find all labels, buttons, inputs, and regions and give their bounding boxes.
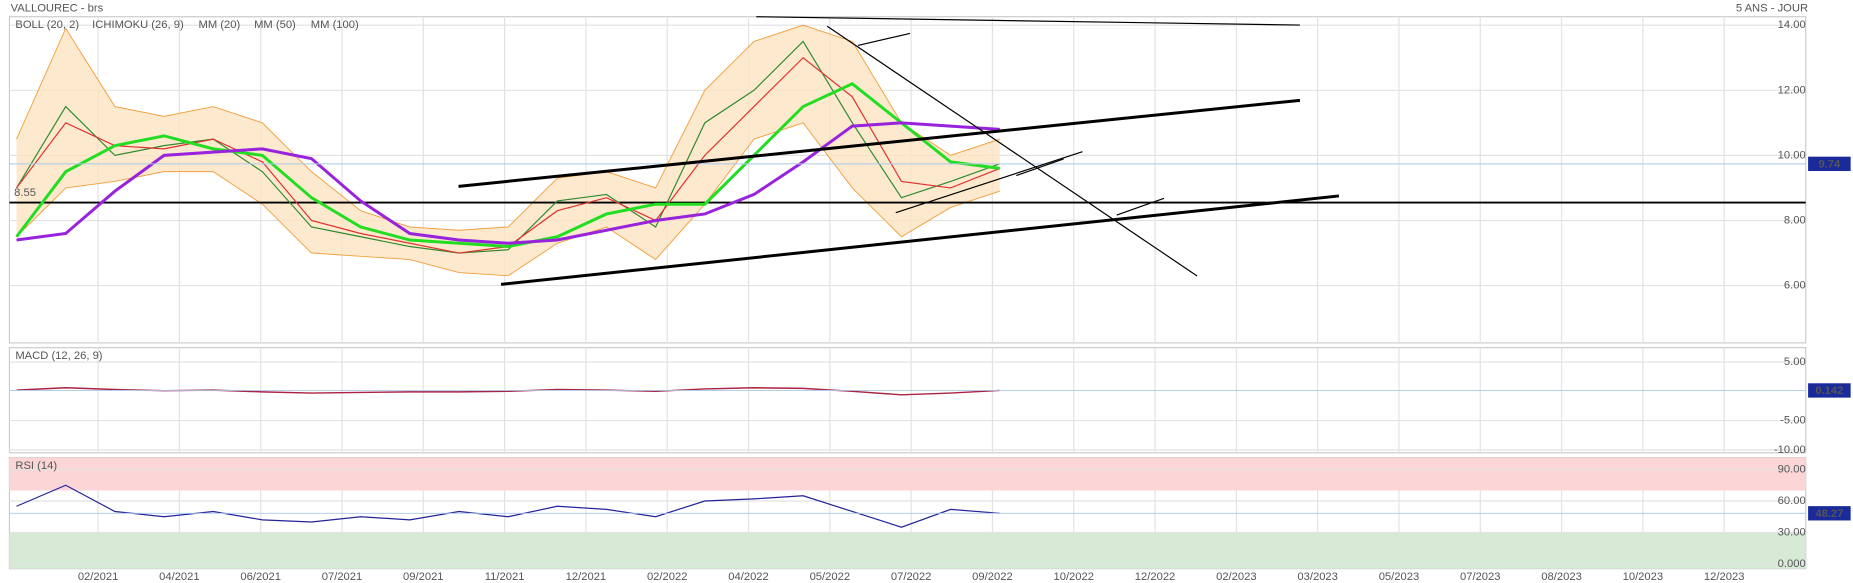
y-tick-label: -5.00 <box>1780 415 1806 427</box>
y-tick-label: 10.00 <box>1778 149 1806 161</box>
legend-item: MM (100) <box>311 19 359 31</box>
price-frame <box>8 16 1807 344</box>
x-tick-label: 12/2021 <box>566 571 607 583</box>
y-tick-label: 90.00 <box>1778 463 1806 475</box>
y-tick-label: 14.00 <box>1778 19 1806 31</box>
legend-item: ICHIMOKU (26, 9) <box>92 19 184 31</box>
price-line <box>16 40 1000 254</box>
x-tick-label: 07/2021 <box>322 571 363 583</box>
boll-upper <box>16 24 1000 231</box>
legend-item: MM (20) <box>199 19 241 31</box>
panel-title: MACD (12, 26, 9) <box>15 350 102 362</box>
x-tick-label: 09/2022 <box>972 571 1013 583</box>
last-value-label: 48.27 <box>1815 508 1843 520</box>
x-tick-label: 09/2021 <box>403 571 444 583</box>
x-tick-label: 06/2021 <box>240 571 281 583</box>
zone <box>9 532 1806 569</box>
last-value-label: 9.74 <box>1818 158 1841 170</box>
boll-lower <box>16 122 1000 277</box>
series-line <box>15 82 1000 249</box>
series-line <box>16 484 1000 528</box>
y-tick-label: 60.00 <box>1778 495 1806 507</box>
x-tick-label: 10/2022 <box>1053 571 1094 583</box>
legend-item: MM (50) <box>254 19 296 31</box>
y-tick-label: 12.00 <box>1778 84 1806 96</box>
x-tick-label: 05/2022 <box>810 571 851 583</box>
x-tick-label: 03/2023 <box>1297 571 1338 583</box>
series-line <box>16 121 1000 245</box>
x-tick-label: 12/2022 <box>1135 571 1176 583</box>
trend-lines <box>458 16 1340 286</box>
x-tick-label: 04/2021 <box>159 571 200 583</box>
chart-title: VALLOUREC - brs <box>11 2 104 14</box>
last-value-label: 0.142 <box>1815 385 1843 397</box>
y-tick-label: 30.00 <box>1778 526 1806 538</box>
x-tick-label: 02/2021 <box>78 571 119 583</box>
panel-title: BOLL (20, 2) <box>15 19 79 31</box>
x-tick-label: 10/2023 <box>1623 571 1664 583</box>
zone <box>9 457 1806 491</box>
last-value-box <box>1808 156 1851 172</box>
x-tick-label: 04/2022 <box>728 571 769 583</box>
x-tick-label: 05/2023 <box>1379 571 1420 583</box>
chart-subtitle: 5 ANS - JOUR <box>1736 2 1808 14</box>
y-tick-label: 8.00 <box>1784 214 1806 226</box>
x-tick-label: 12/2023 <box>1704 571 1745 583</box>
x-tick-label: 08/2023 <box>1541 571 1582 583</box>
last-value-box <box>1808 383 1851 398</box>
x-tick-label: 11/2021 <box>485 571 525 583</box>
panel-title: RSI (14) <box>15 460 57 472</box>
boll-band <box>16 25 1000 276</box>
x-tick-label: 07/2022 <box>891 571 932 583</box>
x-tick-label: 02/2022 <box>647 571 688 583</box>
y-tick-label: 5.00 <box>1784 356 1806 368</box>
series-line <box>16 387 1000 396</box>
x-tick-label: 07/2023 <box>1460 571 1501 583</box>
y-tick-label: 6.00 <box>1784 280 1806 292</box>
macd-frame <box>8 347 1807 454</box>
y-tick-label: -10.00 <box>1774 444 1806 456</box>
last-value-box <box>1808 506 1851 521</box>
support-label: 8.55 <box>14 187 36 199</box>
x-tick-label: 02/2023 <box>1216 571 1257 583</box>
y-tick-label: 0.000 <box>1778 558 1806 570</box>
